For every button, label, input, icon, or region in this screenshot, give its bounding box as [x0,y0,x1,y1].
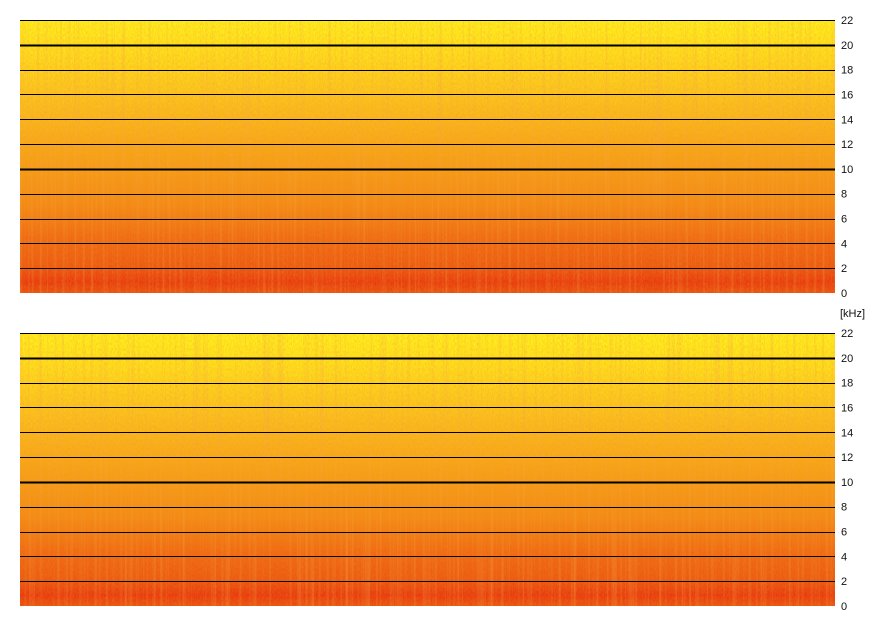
tick-label-8: 8 [841,502,847,514]
tick-label-10: 10 [841,477,853,489]
tick-label-16: 16 [841,402,853,414]
tick-label-4: 4 [841,551,847,563]
tick-label-18: 18 [841,65,853,77]
tick-label-6: 6 [841,214,847,226]
spectrogram-panel-top: 0 2 4 6 8 10 12 14 16 18 20 22 [20,15,853,300]
tick-label-22: 22 [841,15,853,27]
spectrogram-noise [20,333,835,606]
tick-label-6: 6 [841,527,847,539]
tick-label-22: 22 [841,328,853,340]
tick-label-0: 0 [841,601,847,613]
tick-label-14: 14 [841,427,853,439]
tick-label-16: 16 [841,89,853,101]
spectrogram-panels: 0 2 4 6 8 10 12 14 16 18 20 22 0 2 4 6 8 10 12 14 16 18 20 22 [20,15,853,613]
spectrogram-panel-bottom: 0 2 4 6 8 10 12 14 16 18 20 22 [20,328,853,613]
tick-label-4: 4 [841,238,847,250]
tick-label-2: 2 [841,263,847,275]
tick-label-20: 20 [841,40,853,52]
frequency-unit-label: [kHz] [840,308,865,320]
tick-label-10: 10 [841,164,853,176]
spectrogram-noise [20,20,835,293]
tick-label-14: 14 [841,114,853,126]
tick-label-12: 12 [841,452,853,464]
tick-label-2: 2 [841,576,847,588]
tick-label-12: 12 [841,139,853,151]
tick-label-18: 18 [841,378,853,390]
tick-label-20: 20 [841,353,853,365]
tick-label-8: 8 [841,189,847,201]
tick-label-0: 0 [841,288,847,300]
